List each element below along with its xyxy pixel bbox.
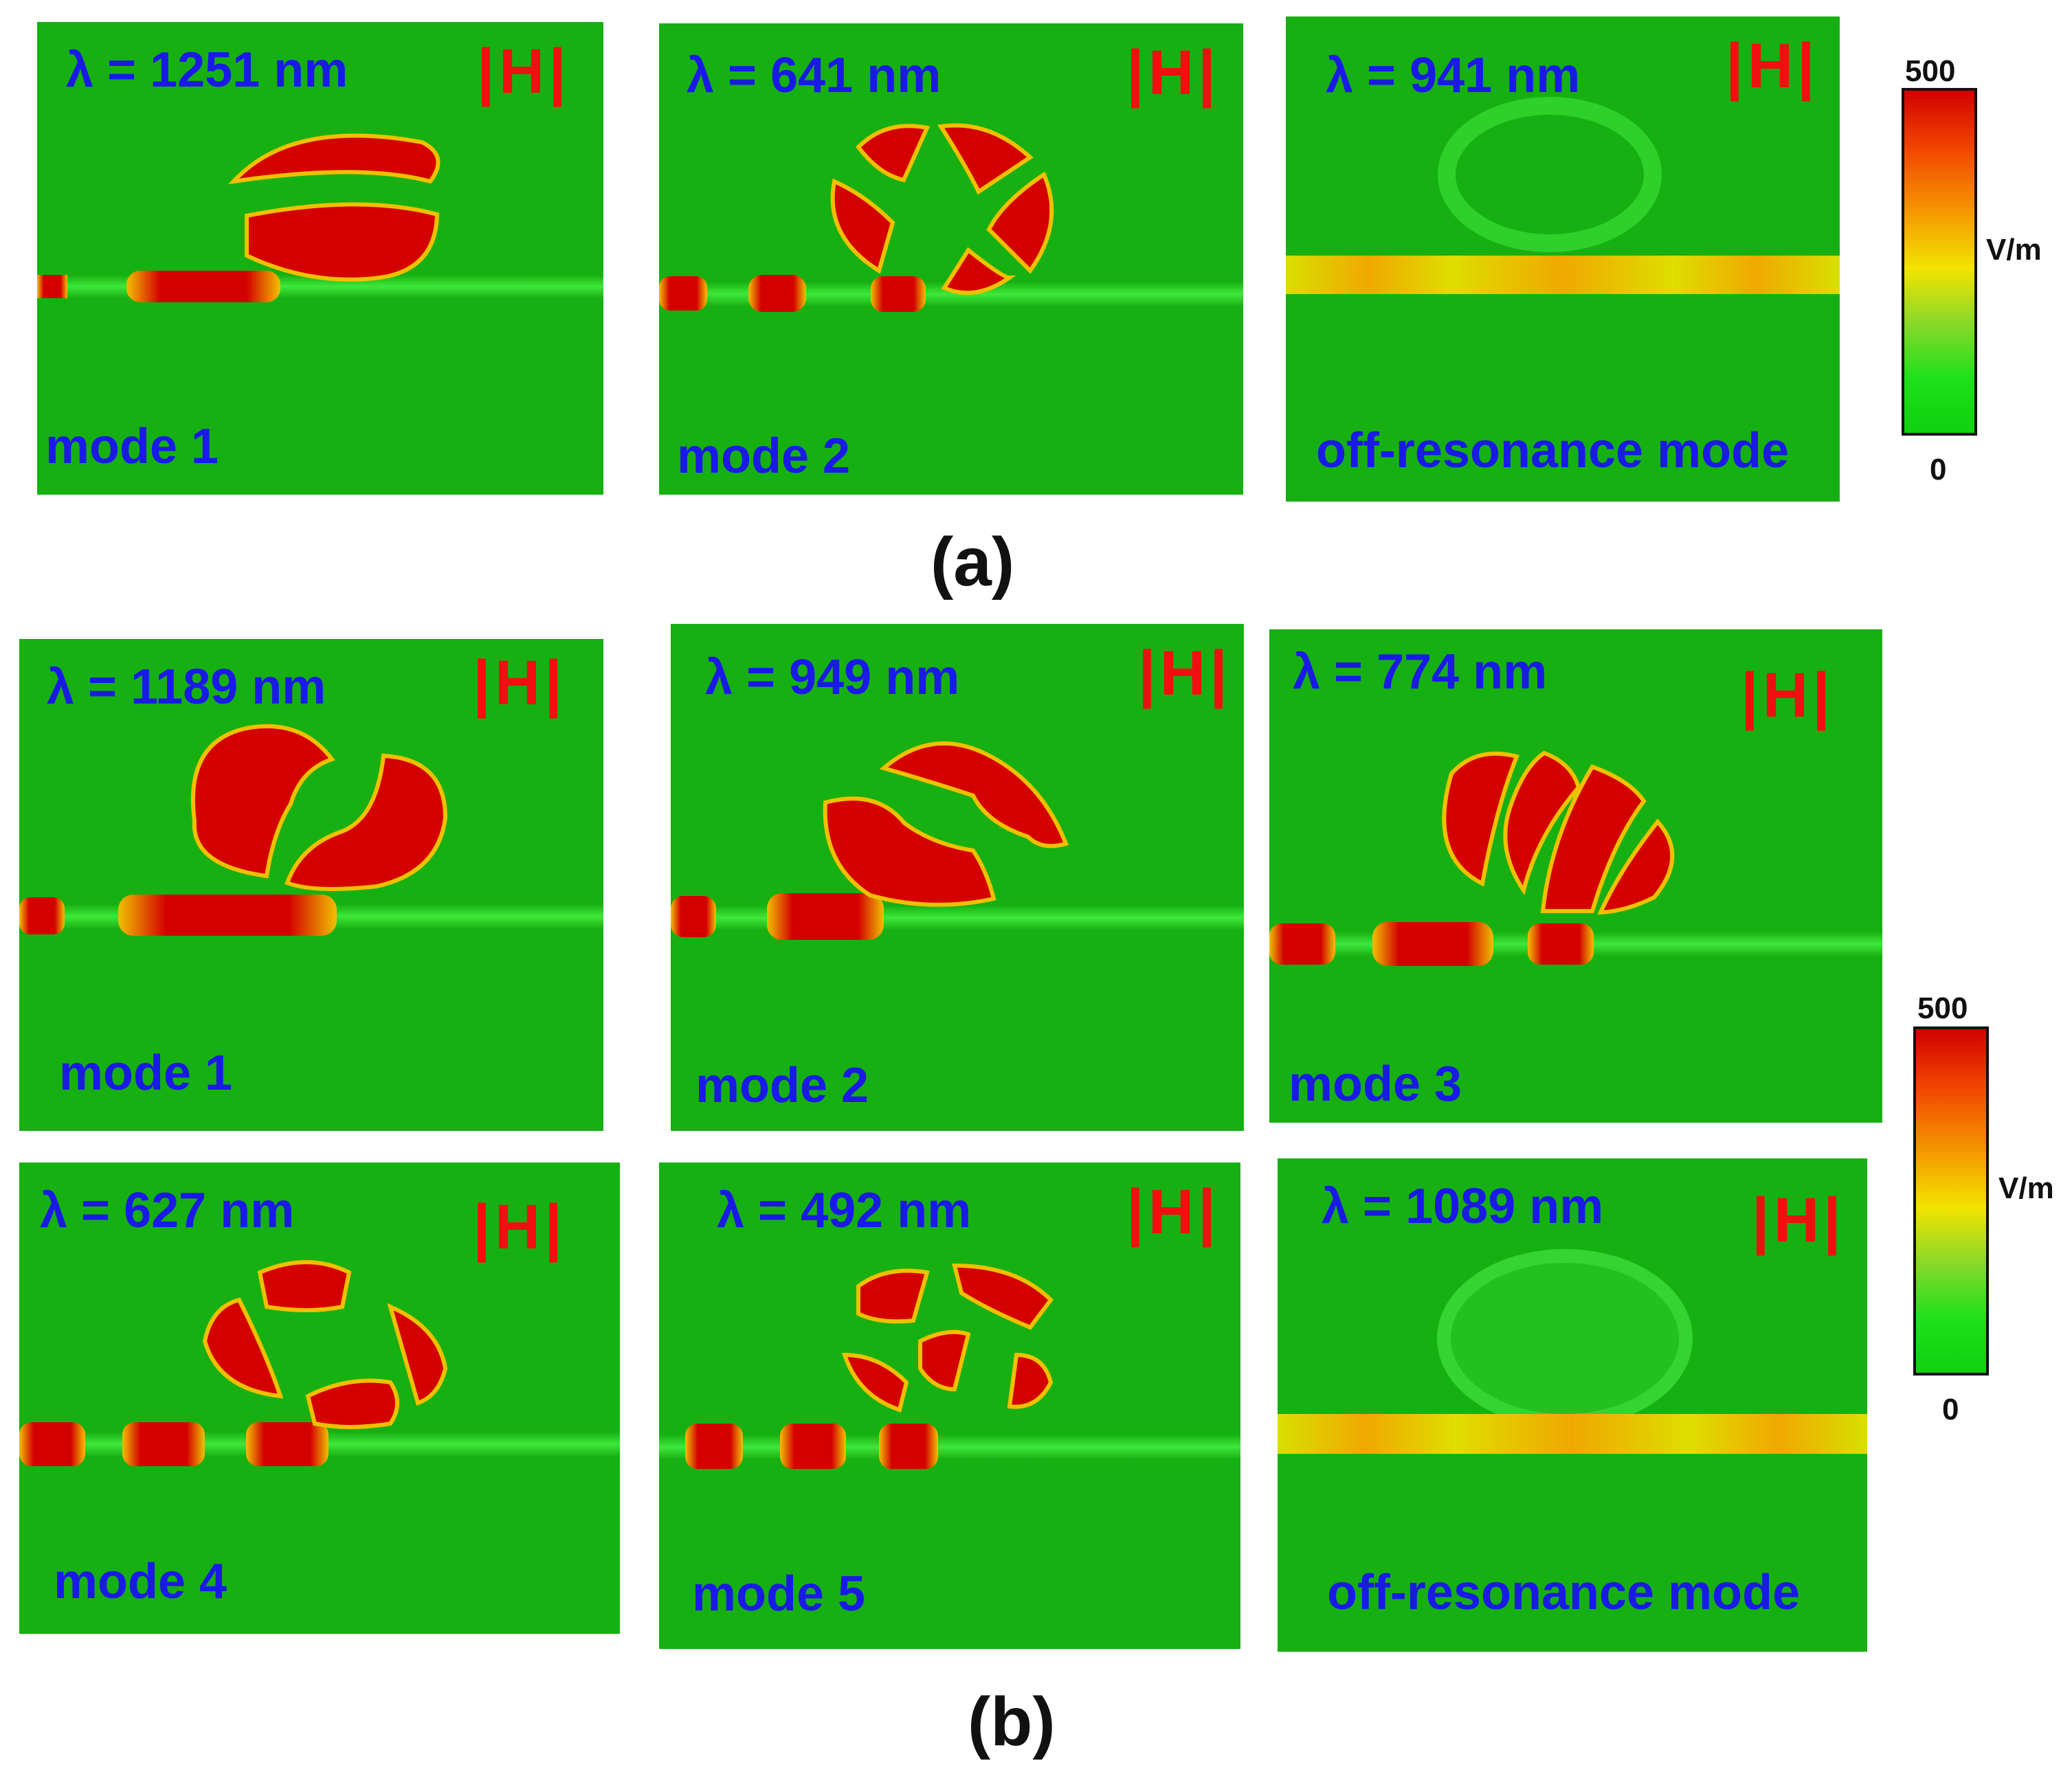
subfigure-label-a: (a) <box>931 524 1015 600</box>
panel-b1: λ = 1189 nm |H| mode 1 <box>19 639 603 1131</box>
panel-b2: λ = 949 nm |H| mode 2 <box>671 624 1244 1131</box>
panel-b4: λ = 627 nm |H| mode 4 <box>19 1163 620 1634</box>
wavelength-label: λ = 1089 nm <box>1322 1179 1604 1234</box>
field-map <box>659 1263 1240 1469</box>
field-magnitude-label: |H| <box>473 1192 566 1262</box>
field-magnitude-label: |H| <box>1726 31 1819 101</box>
colorbar <box>1902 88 1977 436</box>
colorbar-max-label: 500 <box>1917 991 1968 1025</box>
mode-label: mode 5 <box>692 1567 866 1621</box>
wavelength-label: λ = 627 nm <box>40 1183 295 1238</box>
panel-a3: λ = 941 nm |H| off-resonance mode <box>1286 16 1840 502</box>
panel-b6: λ = 1089 nm |H| off-resonance mode <box>1278 1158 1867 1652</box>
wavelength-label: λ = 492 nm <box>717 1183 972 1238</box>
wavelength-label: λ = 949 nm <box>705 650 960 705</box>
field-magnitude-label: |H| <box>1741 660 1834 730</box>
wavelength-label: λ = 941 nm <box>1326 48 1581 103</box>
mode-label: mode 2 <box>695 1058 869 1113</box>
field-map <box>37 133 603 302</box>
mode-label: mode 1 <box>59 1046 233 1101</box>
mode-label: mode 4 <box>54 1554 227 1609</box>
field-map <box>671 741 1244 940</box>
wavelength-label: λ = 1251 nm <box>66 43 348 98</box>
panel-a2: λ = 641 nm |H| mode 2 <box>659 23 1243 495</box>
field-magnitude-label: |H| <box>1138 638 1232 708</box>
field-magnitude-label: |H| <box>1126 38 1220 108</box>
mode-label: mode 2 <box>677 429 851 484</box>
colorbar <box>1913 1026 1989 1376</box>
field-map <box>19 724 603 936</box>
field-map <box>19 1260 620 1466</box>
colorbar-min-label: 0 <box>1930 453 1947 486</box>
field-map <box>1278 1249 1867 1454</box>
field-magnitude-label: |H| <box>1752 1185 1845 1255</box>
mode-label: off-resonance mode <box>1327 1565 1801 1620</box>
subfigure-label-b: (b) <box>968 1683 1056 1760</box>
panel-b5: λ = 492 nm |H| mode 5 <box>659 1163 1240 1649</box>
field-map <box>1269 750 1882 966</box>
field-map <box>659 123 1243 312</box>
colorbar-max-label: 500 <box>1905 54 1956 88</box>
field-magnitude-label: |H| <box>477 36 570 106</box>
wavelength-label: λ = 641 nm <box>687 48 942 103</box>
field-map <box>1286 97 1840 294</box>
colorbar-min-label: 0 <box>1942 1393 1959 1426</box>
panel-b3: λ = 774 nm |H| mode 3 <box>1269 629 1882 1123</box>
wavelength-label: λ = 1189 nm <box>47 660 326 715</box>
wavelength-label: λ = 774 nm <box>1293 644 1548 699</box>
mode-label: off-resonance mode <box>1316 423 1790 478</box>
panel-a1: λ = 1251 nm |H| mode 1 <box>37 22 603 495</box>
field-magnitude-label: |H| <box>473 648 566 718</box>
colorbar-unit-label: V/m <box>1998 1171 2054 1205</box>
mode-label: mode 1 <box>45 419 219 474</box>
colorbar-unit-label: V/m <box>1986 233 2042 267</box>
mode-label: mode 3 <box>1289 1057 1462 1112</box>
field-magnitude-label: |H| <box>1126 1177 1220 1247</box>
